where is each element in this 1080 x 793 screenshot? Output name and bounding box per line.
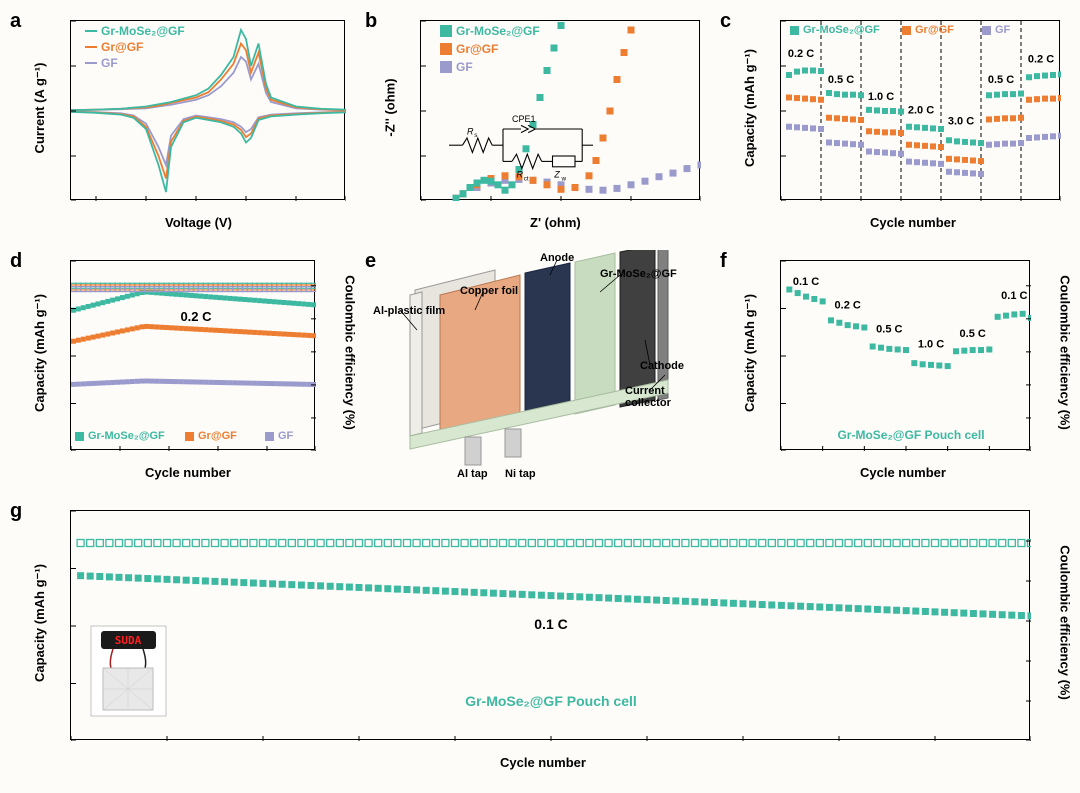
panel-g-label: g (10, 500, 22, 523)
legend-a-s2: Gr@GF (85, 40, 143, 54)
svg-text:2.0 C: 2.0 C (908, 104, 934, 116)
panel-f-label: f (720, 250, 727, 273)
panel-d-y2label: Coulombic efficiency (%) (343, 268, 358, 438)
panel-g-xlabel: Cycle number (500, 755, 586, 770)
panel-b: b 05101520 05101520 Rs CPE1 Rct (365, 10, 710, 235)
panel-g-svg: 0102030405060708090100 040080012001600 0… (71, 511, 1031, 741)
legend-b-s1: Gr-MoSe₂@GF (440, 24, 540, 38)
svg-text:R: R (517, 170, 524, 180)
svg-text:R: R (467, 126, 474, 136)
panel-d-xlabel: Cycle number (145, 465, 231, 480)
panel-g-ylabel: Capacity (mAh g⁻¹) (32, 553, 48, 693)
diag-al-tap: Al tap (457, 468, 488, 480)
svg-text:Z: Z (553, 170, 560, 180)
panel-g: g 0102030405060708090100 040080012001600… (10, 500, 1070, 780)
panel-a-ylabel: Current (A g⁻¹) (32, 48, 48, 168)
svg-text:CPE1: CPE1 (512, 114, 536, 124)
panel-c-ylabel: Capacity (mAh g⁻¹) (742, 38, 758, 178)
svg-text:0.2 C: 0.2 C (788, 48, 814, 60)
panel-a-label: a (10, 10, 21, 33)
diag-cathode: Cathode (640, 360, 684, 372)
svg-text:SUDA: SUDA (115, 634, 142, 647)
panel-c: c 05101520253035 040080012001600 0.2 C0.… (720, 10, 1070, 235)
svg-text:s: s (474, 132, 477, 139)
panel-g-footer: Gr-MoSe₂@GF Pouch cell (465, 693, 637, 709)
panel-b-xlabel: Z' (ohm) (530, 215, 581, 230)
panel-g-rate-label: 0.1 C (534, 616, 567, 632)
panel-d: d 020406080100 040080012001600 020406080… (10, 250, 355, 485)
diag-collector: Current collector (625, 385, 710, 409)
svg-text:0.1 C: 0.1 C (1001, 290, 1027, 302)
panel-e: e Al-plas (365, 250, 710, 485)
panel-c-plot: 05101520253035 040080012001600 0.2 C0.5 … (780, 20, 1060, 200)
diag-anode: Anode (540, 252, 574, 264)
legend-b-s3: GF (440, 60, 473, 74)
svg-text:0.1 C: 0.1 C (793, 276, 819, 288)
diag-ni-tap: Ni tap (505, 468, 536, 480)
panel-d-plot: 020406080100 040080012001600 02040608010… (70, 260, 315, 450)
legend-a-s1: Gr-MoSe₂@GF (85, 24, 185, 38)
panel-f-footer: Gr-MoSe₂@GF Pouch cell (837, 428, 984, 442)
svg-text:3.0 C: 3.0 C (948, 116, 974, 128)
panel-f-svg: 051015202530 040080012001600 02040608010… (781, 261, 1031, 451)
legend-d-s1: Gr-MoSe₂@GF (75, 430, 165, 442)
legend-c-s2: Gr@GF (902, 24, 954, 36)
diag-al-plastic: Al-plastic film (373, 305, 445, 317)
legend-c-s3: GF (982, 24, 1010, 36)
svg-text:0.5 C: 0.5 C (988, 74, 1014, 86)
svg-text:1.0 C: 1.0 C (918, 339, 944, 351)
panel-a: a 1.82.02.22.42.62.8 -2-1012 Gr-MoSe₂@GF… (10, 10, 355, 235)
panel-f: f 051015202530 040080012001600 020406080… (720, 250, 1070, 485)
svg-text:ct: ct (524, 175, 529, 182)
panel-a-xlabel: Voltage (V) (165, 215, 232, 230)
svg-text:0.5 C: 0.5 C (960, 328, 986, 340)
panel-d-rate-label: 0.2 C (180, 309, 212, 324)
legend-d-s2: Gr@GF (185, 430, 237, 442)
panel-c-xlabel: Cycle number (870, 215, 956, 230)
legend-c-s1: Gr-MoSe₂@GF (790, 24, 880, 36)
panel-b-label: b (365, 10, 377, 33)
panel-d-label: d (10, 250, 22, 273)
legend-b-s2: Gr@GF (440, 42, 498, 56)
svg-text:1.0 C: 1.0 C (868, 91, 894, 103)
legend-d-s3: GF (265, 430, 293, 442)
svg-text:0.5 C: 0.5 C (828, 74, 854, 86)
svg-text:0.2 C: 0.2 C (835, 300, 861, 312)
panel-b-ylabel: -Z'' (ohm) (383, 58, 398, 158)
panel-c-svg: 05101520253035 040080012001600 0.2 C0.5 … (781, 21, 1061, 201)
diag-copper: Copper foil (460, 285, 518, 297)
panel-f-xlabel: Cycle number (860, 465, 946, 480)
svg-text:0.5 C: 0.5 C (876, 323, 902, 335)
panel-g-y2label: Coulombic efficiency (%) (1058, 538, 1073, 708)
diag-grmose2: Gr-MoSe₂@GF (600, 268, 677, 280)
panel-f-y2label: Coulombic efficiency (%) (1058, 268, 1073, 438)
svg-text:w: w (561, 175, 567, 182)
panel-d-ylabel: Capacity (mAh g⁻¹) (32, 283, 48, 423)
svg-text:0.2 C: 0.2 C (1028, 54, 1054, 66)
panel-e-label: e (365, 250, 376, 273)
panel-d-svg: 020406080100 040080012001600 02040608010… (71, 261, 316, 451)
legend-a-s3: GF (85, 56, 118, 70)
panel-f-plot: 051015202530 040080012001600 02040608010… (780, 260, 1030, 450)
panel-f-ylabel: Capacity (mAh g⁻¹) (742, 283, 758, 423)
panel-c-label: c (720, 10, 731, 33)
panel-g-plot: 0102030405060708090100 040080012001600 0… (70, 510, 1030, 740)
